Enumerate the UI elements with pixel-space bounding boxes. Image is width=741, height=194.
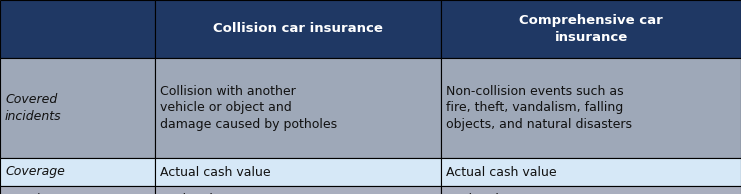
Text: Actual cash value: Actual cash value [446,165,556,178]
Bar [0,186,155,194]
Bar [441,186,741,194]
Text: Requirement: Requirement [5,193,86,194]
Text: Covered
incidents: Covered incidents [5,93,62,123]
Bar [0,158,155,186]
Text: Optional: Optional [160,193,213,194]
Text: Actual cash value: Actual cash value [160,165,270,178]
Text: Coverage: Coverage [5,165,65,178]
Text: Collision with another
vehicle or object and
damage caused by potholes: Collision with another vehicle or object… [160,85,337,131]
Text: Comprehensive car
insurance: Comprehensive car insurance [519,14,663,44]
Bar [0,58,155,158]
Bar [155,186,441,194]
Bar [441,58,741,158]
Text: Optional: Optional [446,193,499,194]
Bar [0,0,155,58]
Text: Collision car insurance: Collision car insurance [213,23,383,36]
Bar [155,58,441,158]
Text: Non-collision events such as
fire, theft, vandalism, falling
objects, and natura: Non-collision events such as fire, theft… [446,85,632,131]
Bar [441,0,741,58]
Bar [155,158,441,186]
Bar [441,158,741,186]
Bar [155,0,441,58]
